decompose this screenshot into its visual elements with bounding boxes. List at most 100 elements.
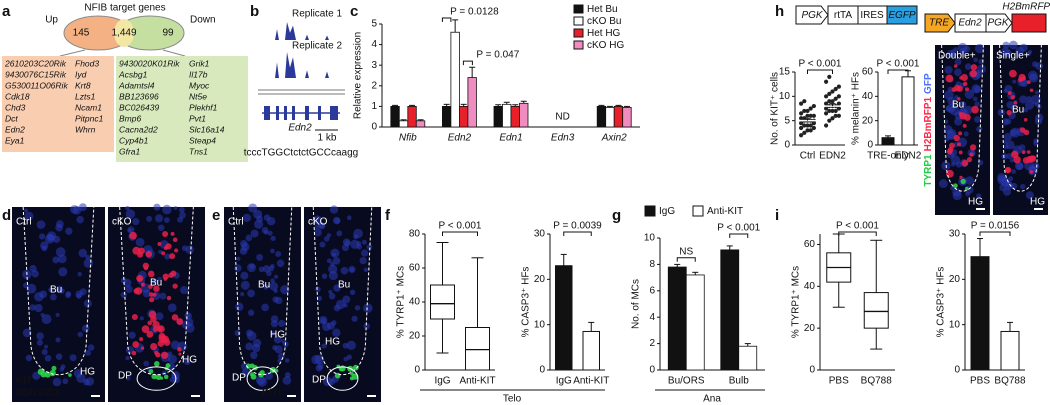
nucleus — [312, 215, 322, 225]
sig-label: P < 0.001 — [836, 221, 879, 232]
nucleus — [954, 117, 963, 126]
nucleus — [328, 289, 333, 295]
green-signal — [352, 364, 359, 371]
nucleus — [268, 265, 274, 272]
y-tick-label: 0 — [539, 365, 545, 376]
nucleus — [311, 354, 321, 365]
red-signal — [1022, 157, 1030, 164]
legend-swatch — [573, 28, 584, 38]
nucleus — [29, 264, 37, 273]
nucleus — [332, 216, 341, 225]
venn-title: NFIB target genes — [84, 3, 165, 14]
nucleus — [29, 304, 36, 311]
gene-name: 2610203C20Rik — [4, 58, 67, 68]
panel-label: i — [775, 207, 779, 224]
bar — [605, 107, 615, 128]
nucleus — [950, 49, 956, 54]
micrograph — [108, 207, 205, 402]
nucleus — [342, 238, 351, 246]
x-tick-label: Edn3 — [551, 133, 575, 144]
red-signal — [951, 87, 957, 93]
nucleus — [330, 248, 340, 258]
nucleus — [52, 377, 62, 387]
exon — [318, 106, 321, 120]
bar — [502, 103, 512, 128]
nucleus — [938, 179, 948, 189]
red-signal — [132, 341, 140, 348]
nucleus — [1033, 140, 1039, 146]
nucleus — [282, 376, 292, 385]
point — [799, 116, 804, 121]
nucleus — [319, 241, 326, 248]
stain-label: GFP — [923, 73, 934, 94]
nucleus — [1006, 101, 1014, 109]
stain-label: H2BmRFP1 — [923, 97, 934, 152]
point — [833, 113, 838, 118]
gene-name: Plekhf1 — [189, 102, 218, 112]
y-tick-label: 20 — [804, 323, 816, 334]
y-axis-label: % TYRP1⁺ MCs — [791, 266, 802, 338]
y-tick-label: 20 — [862, 115, 874, 126]
nucleus — [1025, 191, 1034, 200]
nucleus — [240, 271, 249, 280]
y-tick-label: 60 — [409, 263, 421, 274]
down-gene-box — [116, 56, 248, 162]
nucleus — [1019, 95, 1028, 104]
nucleus — [954, 58, 962, 66]
red-signal — [964, 87, 970, 92]
nucleus — [163, 217, 170, 223]
nucleus — [180, 286, 189, 295]
nucleus — [326, 258, 332, 264]
point — [824, 79, 829, 84]
nucleus — [958, 101, 967, 109]
point — [827, 91, 832, 96]
y-axis-label: % CASP3⁺ HFs — [936, 267, 947, 338]
bar — [458, 106, 469, 128]
bar — [738, 345, 758, 371]
red-signal — [1026, 80, 1031, 85]
red-signal — [162, 273, 169, 280]
nucleus — [964, 63, 972, 71]
red-signal — [1019, 127, 1026, 133]
nucleus — [55, 353, 63, 361]
gene-label: Edn2 — [288, 123, 312, 134]
point — [805, 128, 810, 133]
bar — [450, 31, 460, 128]
group-label: Ana — [703, 394, 721, 405]
nucleus — [976, 64, 986, 74]
nucleus — [125, 206, 130, 211]
construct-element — [1011, 13, 1047, 33]
nucleus — [185, 245, 194, 254]
nucleus — [55, 223, 64, 232]
point — [799, 101, 804, 106]
gene-name: Adamtsl4 — [118, 80, 155, 90]
red-signal — [966, 157, 973, 163]
red-signal — [963, 81, 968, 87]
green-signal — [154, 361, 160, 367]
nucleus — [55, 337, 61, 343]
nucleus — [34, 303, 43, 313]
bar — [1000, 330, 1020, 371]
nucleus — [234, 329, 241, 337]
gene-name: Bmp6 — [119, 113, 141, 123]
point — [805, 113, 810, 118]
y-tick-label: 0 — [784, 140, 790, 151]
red-signal — [958, 131, 963, 136]
nucleus — [250, 229, 259, 238]
nucleus — [181, 320, 191, 329]
gene-name: Acsbg1 — [118, 69, 148, 79]
nucleus — [146, 215, 153, 222]
nucleus — [34, 292, 44, 302]
nucleus — [270, 330, 275, 336]
x-tick-label: Edn1 — [499, 133, 522, 144]
nucleus — [363, 322, 371, 330]
y-axis-label: % melanin⁺ HFs — [851, 72, 862, 145]
nucleus — [280, 284, 290, 295]
nucleus — [252, 338, 262, 348]
sig-label: P < 0.001 — [717, 223, 760, 234]
point — [833, 86, 838, 92]
construct-label: EGFP — [888, 10, 916, 21]
nucleus — [59, 288, 65, 294]
nucleus — [1015, 46, 1024, 56]
red-signal — [155, 352, 161, 358]
